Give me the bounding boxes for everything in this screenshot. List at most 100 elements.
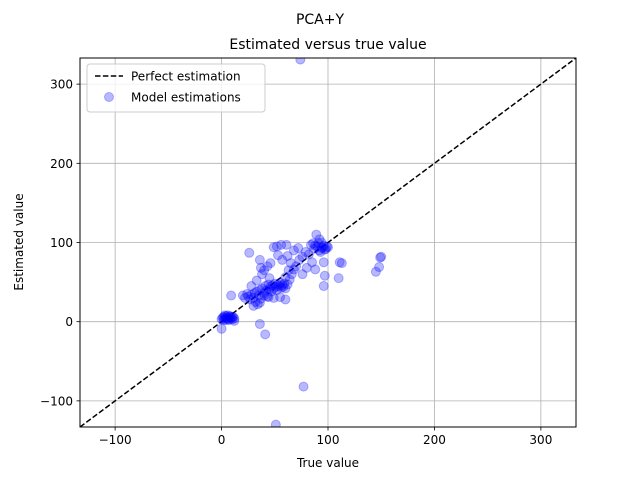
data-point — [259, 265, 270, 276]
data-point — [316, 243, 327, 254]
data-point — [242, 288, 253, 299]
data-point — [268, 292, 279, 303]
data-point — [323, 242, 333, 253]
data-point — [317, 242, 328, 253]
data-point — [219, 313, 230, 324]
data-point — [297, 251, 308, 262]
data-point — [305, 239, 316, 250]
data-point — [297, 269, 308, 280]
data-point — [280, 283, 291, 294]
data-point — [259, 290, 270, 301]
data-point — [314, 234, 325, 245]
data-point — [285, 258, 296, 269]
data-point — [286, 269, 297, 280]
data-point — [277, 254, 288, 265]
data-point — [229, 315, 240, 326]
x-axis-label: True value — [296, 456, 359, 470]
data-point — [307, 257, 318, 268]
x-tick-label: 300 — [529, 433, 552, 447]
legend: Perfect estimation Model estimations — [86, 63, 266, 113]
data-point — [216, 323, 227, 334]
data-point — [288, 245, 299, 256]
data-point — [284, 274, 295, 285]
x-tick-label: −100 — [99, 433, 132, 447]
data-point — [303, 249, 314, 260]
data-point — [244, 247, 255, 258]
chart-title: Estimated versus true value — [229, 37, 426, 53]
data-point — [275, 277, 286, 288]
data-point — [272, 250, 283, 261]
data-point — [245, 294, 256, 305]
data-point — [262, 291, 273, 302]
data-point — [260, 281, 271, 292]
data-point — [222, 314, 233, 325]
data-point — [267, 280, 278, 291]
data-point — [251, 275, 262, 286]
data-point — [217, 312, 228, 323]
data-point — [280, 272, 291, 283]
data-point — [309, 243, 320, 254]
data-point — [318, 281, 329, 292]
data-point — [334, 257, 345, 268]
data-point — [264, 273, 275, 284]
data-point — [375, 252, 386, 263]
data-point — [218, 311, 229, 322]
data-point — [225, 311, 236, 322]
data-point — [316, 237, 327, 248]
data-point — [301, 262, 312, 273]
y-tick-label: −100 — [40, 394, 73, 408]
data-point — [219, 310, 230, 321]
data-point — [283, 265, 294, 276]
data-point — [255, 262, 266, 273]
data-point — [226, 312, 237, 323]
data-point — [300, 247, 311, 258]
data-point — [265, 258, 276, 269]
data-point — [224, 315, 235, 326]
data-point — [221, 312, 232, 323]
data-point — [248, 300, 259, 311]
data-point — [374, 262, 385, 273]
data-point — [312, 241, 323, 252]
data-point — [291, 261, 302, 272]
data-point — [268, 242, 279, 253]
data-point — [310, 240, 321, 251]
data-point — [254, 285, 265, 296]
data-point — [265, 281, 276, 292]
data-point — [282, 250, 293, 261]
data-point — [298, 381, 309, 392]
data-point — [336, 258, 347, 269]
data-point — [274, 281, 285, 292]
data-point — [288, 264, 299, 275]
legend-entry-perfect-estimation: Perfect estimation — [131, 70, 241, 84]
data-point — [246, 289, 257, 300]
data-point — [227, 314, 238, 325]
data-point — [293, 243, 304, 254]
data-point — [243, 291, 254, 302]
data-point — [237, 290, 248, 301]
perfect-estimation-line — [80, 58, 576, 427]
data-point — [262, 261, 273, 272]
data-point — [229, 313, 240, 324]
data-point — [275, 292, 286, 303]
data-point — [280, 294, 291, 305]
scatter-points-layer — [216, 58, 387, 427]
data-point — [250, 296, 261, 307]
data-point — [239, 292, 250, 303]
data-point — [226, 290, 237, 301]
data-point — [263, 292, 274, 303]
data-point — [227, 311, 238, 322]
x-tick-label: 100 — [317, 433, 340, 447]
data-point — [257, 283, 268, 294]
data-point — [254, 254, 265, 265]
plot-content — [80, 58, 576, 427]
figure-suptitle: PCA+Y — [296, 12, 345, 28]
x-tick-label: 200 — [423, 433, 446, 447]
data-point — [216, 314, 227, 325]
data-point — [315, 247, 326, 258]
data-point — [310, 264, 321, 275]
data-point — [268, 283, 279, 294]
reference-line-layer — [80, 58, 576, 427]
data-point — [370, 266, 381, 277]
data-point — [319, 244, 330, 255]
